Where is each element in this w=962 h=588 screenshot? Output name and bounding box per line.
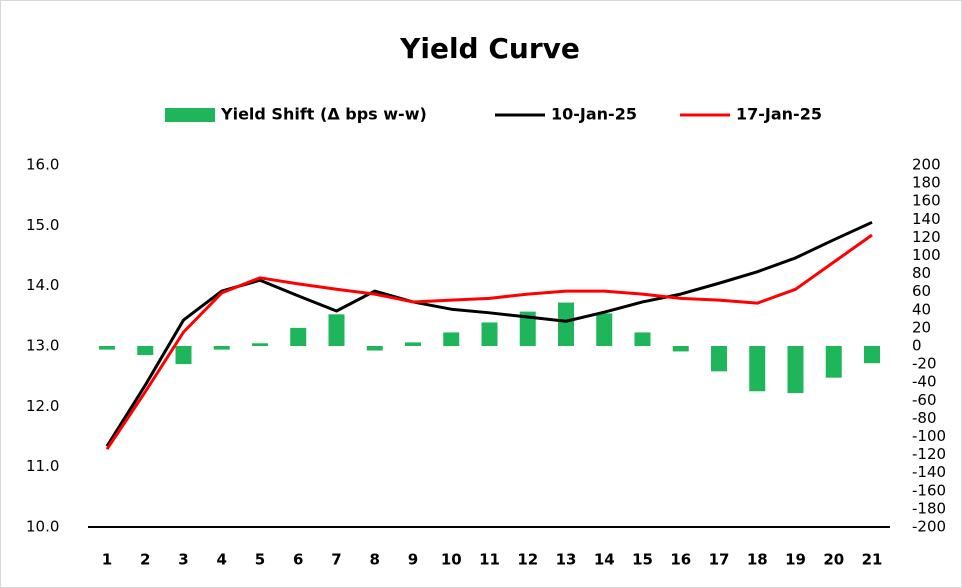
bar: [519, 311, 536, 346]
bar: [137, 346, 154, 356]
x-tick-label: 17: [709, 551, 730, 569]
x-tick-label: 9: [408, 551, 418, 569]
x-tick-label: 4: [217, 551, 227, 569]
y2-tick-label: 120: [912, 228, 941, 246]
x-tick-label: 3: [178, 551, 188, 569]
x-tick-label: 18: [747, 551, 768, 569]
y2-tick-label: 140: [912, 210, 941, 228]
y-tick-label: 12.0: [26, 397, 59, 415]
bar: [213, 346, 230, 350]
bar: [328, 314, 345, 346]
y2-tick-label: 60: [912, 282, 931, 300]
y-tick-label: 15.0: [26, 216, 59, 234]
x-tick-label: 20: [823, 551, 844, 569]
y-tick-label: 11.0: [26, 457, 59, 475]
y2-tick-label: 40: [912, 300, 931, 318]
x-tick-label: 12: [517, 551, 538, 569]
x-tick-label: 15: [632, 551, 653, 569]
bar: [558, 302, 574, 346]
y2-tick-label: -100: [912, 427, 946, 445]
y2-tick-label: -200: [912, 518, 946, 536]
y2-tick-label: 100: [912, 246, 941, 264]
legend-label: 17-Jan-25: [736, 105, 822, 124]
y2-tick-label: -20: [912, 355, 937, 373]
bar: [634, 332, 651, 346]
y-tick-label: 14.0: [26, 276, 59, 294]
bar: [175, 346, 192, 365]
x-tick-label: 19: [785, 551, 806, 569]
x-tick-label: 1: [102, 551, 112, 569]
x-tick-label: 7: [331, 551, 341, 569]
y2-tick-label: 0: [912, 337, 922, 355]
x-tick-label: 5: [255, 551, 265, 569]
x-tick-label: 14: [594, 551, 615, 569]
y2-tick-label: 200: [912, 156, 941, 174]
bar: [864, 346, 880, 364]
x-tick-label: 16: [670, 551, 691, 569]
y2-tick-label: -180: [912, 499, 946, 517]
bar: [749, 346, 766, 392]
y2-tick-label: -160: [912, 481, 946, 499]
x-tick-label: 13: [556, 551, 577, 569]
y2-tick-label: 160: [912, 192, 941, 210]
legend-swatch: [165, 108, 215, 122]
line: [105, 233, 873, 451]
bar: [672, 346, 689, 352]
y-tick-label: 16.0: [26, 156, 59, 174]
x-tick-label: 6: [293, 551, 303, 569]
y2-tick-label: -140: [912, 463, 946, 481]
chart-title: Yield Curve: [399, 32, 580, 65]
y2-tick-label: -60: [912, 391, 937, 409]
bar: [99, 346, 115, 350]
bar: [443, 332, 460, 346]
bar: [252, 343, 268, 346]
bar: [787, 346, 804, 394]
y2-tick-label: -120: [912, 445, 946, 463]
y-tick-label: 13.0: [26, 337, 59, 355]
x-tick-label: 10: [441, 551, 462, 569]
y2-tick-label: -40: [912, 373, 937, 391]
legend-label: Yield Shift (Δ bps w-w): [220, 105, 427, 124]
bar: [481, 322, 498, 346]
bar: [596, 313, 613, 346]
bar: [366, 346, 383, 351]
y-tick-label: 10.0: [26, 518, 59, 536]
bar: [711, 346, 727, 372]
bar: [825, 346, 842, 378]
bar: [405, 342, 421, 346]
x-tick-label: 8: [370, 551, 380, 569]
y2-tick-label: -80: [912, 409, 937, 427]
x-tick-label: 11: [479, 551, 500, 569]
y2-tick-label: 80: [912, 264, 931, 282]
y2-tick-label: 20: [912, 318, 931, 336]
x-tick-label: 2: [140, 551, 150, 569]
y2-tick-label: 180: [912, 174, 941, 192]
legend-label: 10-Jan-25: [551, 105, 637, 124]
bar: [290, 327, 307, 346]
x-tick-label: 21: [862, 551, 883, 569]
